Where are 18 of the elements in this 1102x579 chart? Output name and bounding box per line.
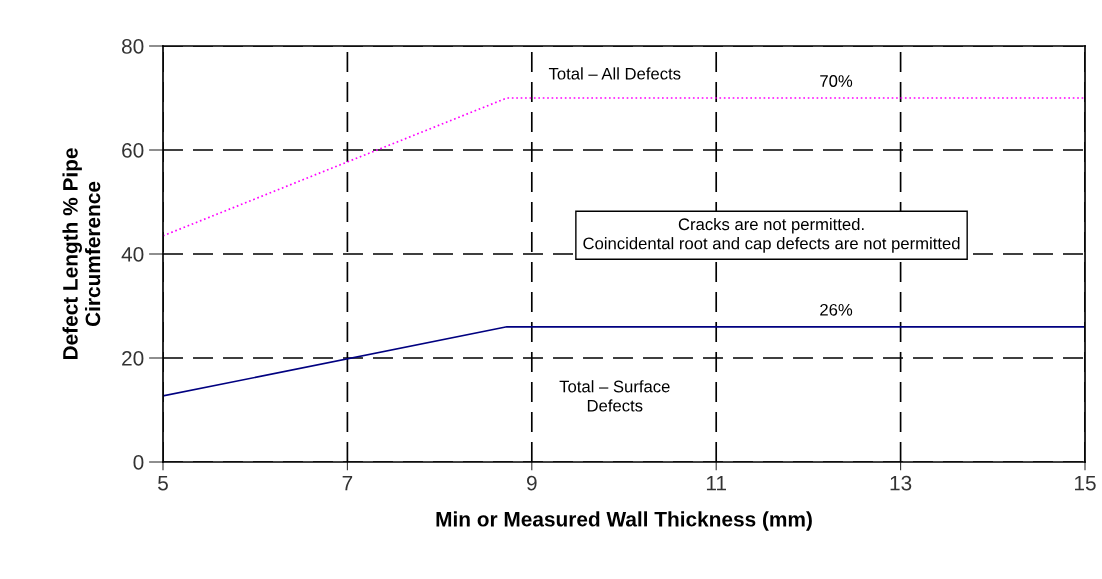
x-tick-label: 9 [526, 475, 537, 491]
x-tick-label: 11 [706, 475, 726, 491]
x-tick-label: 13 [890, 475, 912, 491]
x-tick-label: 7 [342, 475, 353, 491]
annotation: Cracks are not permitted. Coincidental root and cap defects are not permitted [583, 217, 960, 253]
y-tick-label: 0 [133, 455, 144, 470]
y-tick-label: 60 [122, 143, 144, 158]
y-tick-label: 40 [121, 247, 144, 262]
x-tick-label: 15 [1075, 475, 1096, 491]
x-axis-title: Min or Measured Wall Thickness (mm) [436, 511, 812, 531]
y-tick-label: 80 [121, 39, 144, 54]
y-tick-label: 20 [122, 351, 144, 366]
x-tick-label: 5 [158, 475, 168, 491]
annotation: 26% [820, 303, 853, 316]
annotation: Total – Surface Defects [559, 380, 670, 412]
annotation: Total – All Defects [548, 67, 681, 80]
annotation: 70% [820, 75, 853, 87]
y-axis-title: Defect Length % Pipe Circumference [62, 148, 101, 360]
